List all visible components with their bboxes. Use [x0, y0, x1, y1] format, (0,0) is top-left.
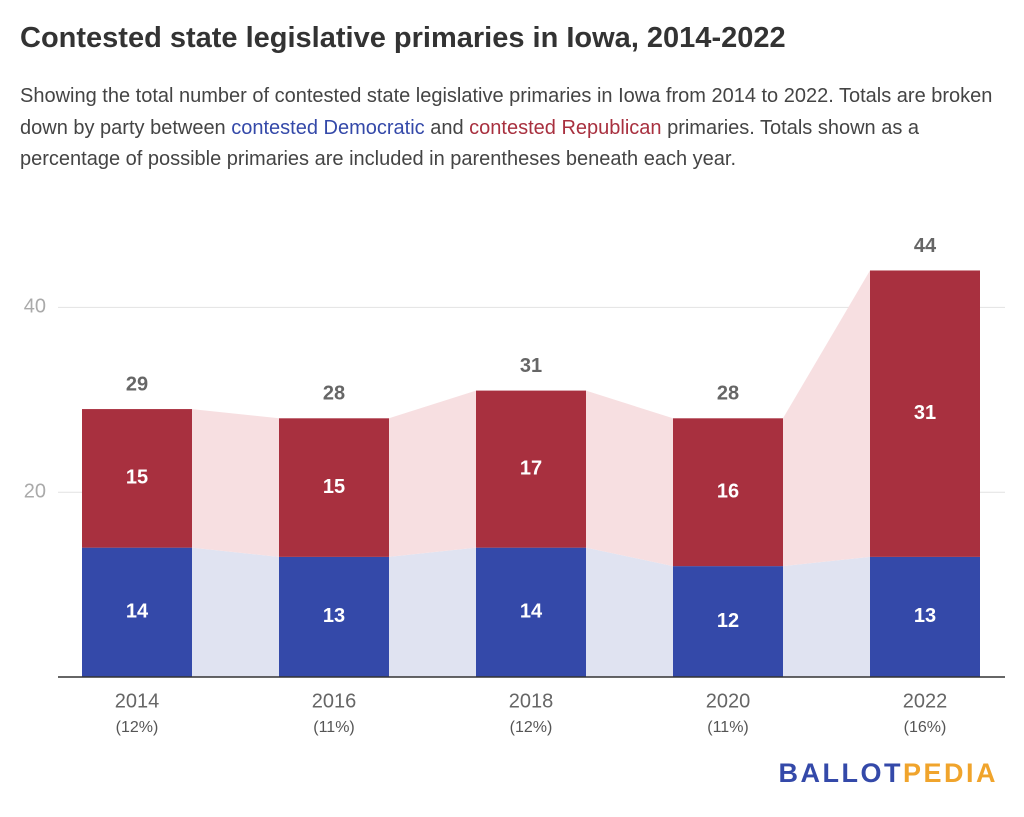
subtitle-part: primaries. Totals shown as a percentage … — [20, 116, 920, 171]
y-tick-label: 20 — [24, 480, 46, 502]
x-tick-label: 2022 — [903, 690, 948, 712]
bar-segment — [673, 418, 783, 567]
bar-value-label: 31 — [914, 402, 936, 424]
bar-value-label: 12 — [717, 610, 739, 632]
y-tick-label: 40 — [24, 296, 46, 318]
x-tick-sublabel: (12%) — [510, 719, 553, 736]
bar-segment — [673, 566, 783, 677]
logo-part: PEDIA — [902, 758, 998, 788]
x-tick-label: 2020 — [706, 690, 751, 712]
total-label: 28 — [717, 383, 739, 405]
bar-value-label: 13 — [323, 605, 345, 627]
chart-subtitle: Showing the total number of contested st… — [20, 81, 1010, 176]
connector-band — [586, 547, 673, 677]
subtitle-part: and — [424, 116, 470, 139]
connector-band — [192, 547, 279, 677]
x-tick-sublabel: (11%) — [707, 719, 749, 736]
bar-segment — [476, 390, 586, 548]
bar-value-label: 16 — [717, 480, 739, 502]
total-label: 29 — [126, 373, 148, 395]
bar-value-label: 14 — [520, 601, 543, 623]
connector-band — [192, 409, 279, 557]
bar-segment — [279, 418, 389, 557]
bar-value-label: 14 — [126, 601, 149, 623]
x-tick-sublabel: (16%) — [904, 719, 947, 736]
total-label: 28 — [323, 383, 345, 405]
bar-segment — [870, 556, 980, 677]
bar-segment — [82, 409, 192, 548]
bar-segment — [476, 547, 586, 677]
bar-segment — [870, 270, 980, 557]
connector-band — [389, 547, 476, 677]
connector-band — [783, 270, 870, 567]
bar-value-label: 13 — [914, 605, 936, 627]
x-tick-sublabel: (12%) — [116, 719, 159, 736]
x-tick-label: 2018 — [509, 690, 554, 712]
x-tick-label: 2016 — [312, 690, 357, 712]
chart-title: Contested state legislative primaries in… — [20, 22, 786, 54]
bar-value-label: 17 — [520, 457, 542, 479]
subtitle-part: contested Republican — [469, 116, 662, 139]
bar-value-label: 15 — [126, 467, 148, 489]
bar-value-label: 15 — [323, 476, 345, 498]
total-label: 44 — [914, 235, 937, 257]
subtitle-part: contested Democratic — [231, 116, 425, 139]
logo-part: BALLOT — [778, 758, 903, 788]
subtitle-part: Showing the total number of contested st… — [20, 85, 993, 139]
bar-segment — [82, 547, 192, 677]
total-label: 31 — [520, 355, 542, 377]
connector-band — [389, 390, 476, 557]
connector-band — [586, 390, 673, 567]
x-tick-sublabel: (11%) — [313, 719, 355, 736]
connector-band — [783, 556, 870, 677]
logo: BALLOTPEDIA — [778, 758, 998, 789]
bar-segment — [279, 556, 389, 677]
x-tick-label: 2014 — [115, 690, 160, 712]
